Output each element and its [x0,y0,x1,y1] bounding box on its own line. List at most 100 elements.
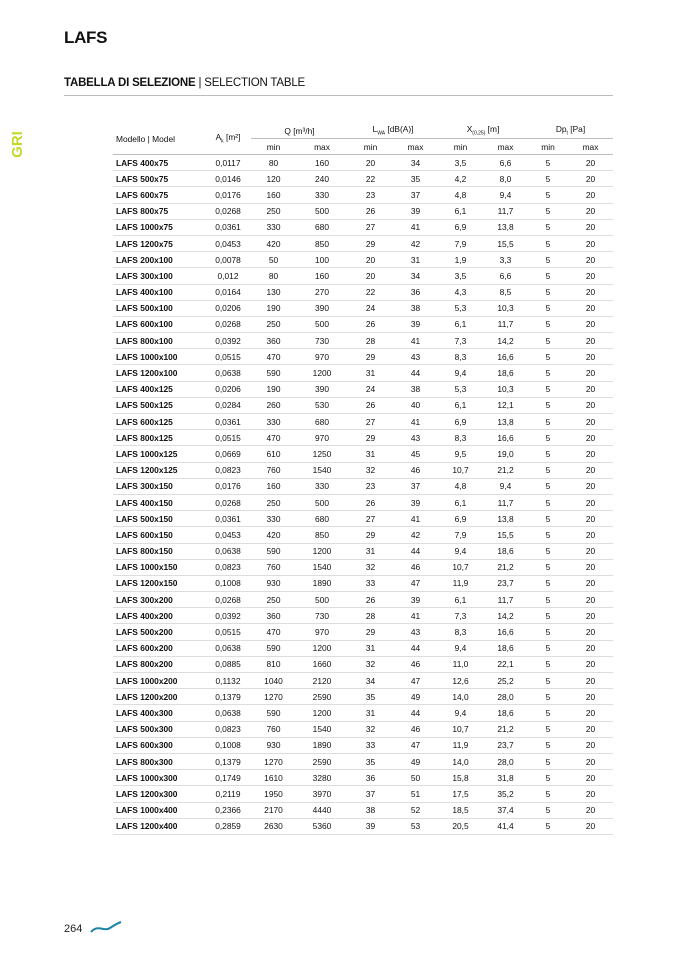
cell-lwa-min: 29 [348,526,393,544]
cell-model: LAFS 1000x100 [113,348,205,366]
cell-q-min: 160 [251,478,296,495]
cell-q-max: 970 [296,348,348,366]
cell-dp-min: 5 [528,364,568,382]
cell-x-min: 14,0 [438,753,483,771]
cell-lwa-max: 38 [393,381,438,398]
table-row: LAFS 1000x200 0,1132 1040 2120 34 47 12,6 25,2 5… [113,672,613,690]
cell-model: LAFS 400x100 [113,284,205,301]
cell-q-max: 1540 [296,721,348,738]
cell-lwa-max: 38 [393,300,438,317]
cell-dp-min: 5 [528,348,568,366]
header-model: Modello | Model [113,123,205,155]
table-row: LAFS 800x75 0,0268 250 500 26 39 6,1 11,7 5 20 [113,203,613,220]
cell-model: LAFS 800x100 [113,332,205,350]
cell-lwa-min: 31 [348,364,393,382]
table-row: LAFS 600x200 0,0638 590 1200 31 44 9,4 18,6 5 20 [113,640,613,657]
cell-q-max: 850 [296,235,348,253]
cell-lwa-max: 35 [393,170,438,188]
table-row: LAFS 500x125 0,0284 260 530 26 40 6,1 12,1 5 20 [113,397,613,415]
cell-q-max: 2120 [296,672,348,690]
cell-dp-min: 5 [528,219,568,236]
cell-q-min: 250 [251,316,296,334]
cell-q-min: 1950 [251,785,296,803]
cell-x-max: 23,7 [483,575,528,593]
section-separator: | [195,77,205,89]
cell-ak: 0,0176 [205,478,251,495]
cell-x-min: 7,9 [438,526,483,544]
cell-q-min: 470 [251,623,296,641]
cell-q-max: 1200 [296,364,348,382]
cell-dp-min: 5 [528,769,568,787]
cell-dp-min: 5 [528,170,568,188]
table-row: LAFS 1000x75 0,0361 330 680 27 41 6,9 13,8 5 20 [113,219,613,236]
cell-x-max: 28,0 [483,688,528,706]
cell-lwa-max: 46 [393,656,438,674]
cell-model: LAFS 400x125 [113,381,205,398]
cell-lwa-min: 27 [348,413,393,431]
cell-q-max: 500 [296,494,348,512]
cell-q-max: 1200 [296,543,348,560]
cell-lwa-min: 20 [348,251,393,269]
cell-model: LAFS 1000x300 [113,769,205,787]
table-row: LAFS 1200x125 0,0823 760 1540 32 46 10,7 21,2 5 2… [113,462,613,479]
cell-lwa-min: 32 [348,656,393,674]
header-lwa: LWA [dB(A)] [348,123,438,139]
cell-dp-min: 5 [528,186,568,204]
cell-x-min: 1,9 [438,251,483,269]
cell-model: LAFS 500x100 [113,300,205,317]
cell-lwa-max: 53 [393,818,438,835]
cell-dp-min: 5 [528,203,568,220]
cell-lwa-max: 47 [393,737,438,754]
cell-model: LAFS 500x75 [113,170,205,188]
table-row: LAFS 500x150 0,0361 330 680 27 41 6,9 13,8 5 20 [113,510,613,528]
cell-lwa-max: 43 [393,348,438,366]
cell-q-max: 390 [296,381,348,398]
cell-dp-min: 5 [528,235,568,253]
cell-lwa-max: 39 [393,203,438,220]
cell-lwa-min: 26 [348,591,393,609]
cell-x-min: 6,1 [438,591,483,609]
cell-x-min: 6,1 [438,494,483,512]
cell-lwa-min: 22 [348,284,393,301]
cell-q-min: 760 [251,462,296,479]
cell-lwa-max: 42 [393,526,438,544]
cell-dp-min: 5 [528,704,568,722]
cell-dp-max: 20 [568,737,613,754]
cell-q-max: 160 [296,154,348,172]
cell-dp-max: 20 [568,332,613,350]
cell-dp-min: 5 [528,623,568,641]
side-tab: GRI [4,128,30,158]
cell-lwa-max: 44 [393,640,438,657]
cell-lwa-max: 34 [393,267,438,285]
cell-lwa-max: 31 [393,251,438,269]
header-x: X(0,25) [m] [438,123,528,139]
cell-dp-max: 20 [568,753,613,771]
cell-lwa-min: 39 [348,818,393,835]
cell-dp-min: 5 [528,462,568,479]
cell-x-max: 13,8 [483,413,528,431]
cell-lwa-min: 26 [348,316,393,334]
cell-ak: 0,2119 [205,785,251,803]
cell-model: LAFS 1200x300 [113,785,205,803]
cell-dp-min: 5 [528,267,568,285]
cell-dp-min: 5 [528,332,568,350]
header-dp: Dpt [Pa] [528,123,613,139]
section-divider [64,95,613,96]
cell-q-max: 390 [296,300,348,317]
cell-dp-min: 5 [528,300,568,317]
cell-dp-min: 5 [528,381,568,398]
table-row: LAFS 600x75 0,0176 160 330 23 37 4,8 9,4 5 20 [113,186,613,204]
cell-x-min: 8,3 [438,623,483,641]
header-q: Q [m³/h] [251,123,348,139]
cell-lwa-min: 20 [348,154,393,172]
table-row: LAFS 600x300 0,1008 930 1890 33 47 11,9 23,7 5 20 [113,737,613,754]
cell-q-max: 4440 [296,802,348,819]
cell-x-max: 6,6 [483,267,528,285]
cell-dp-min: 5 [528,526,568,544]
cell-q-max: 240 [296,170,348,188]
cell-x-min: 17,5 [438,785,483,803]
table-row: LAFS 1000x125 0,0669 610 1250 31 45 9,5 19,0 5 20 [113,445,613,463]
cell-x-max: 16,6 [483,348,528,366]
cell-lwa-max: 46 [393,559,438,576]
cell-q-min: 190 [251,381,296,398]
